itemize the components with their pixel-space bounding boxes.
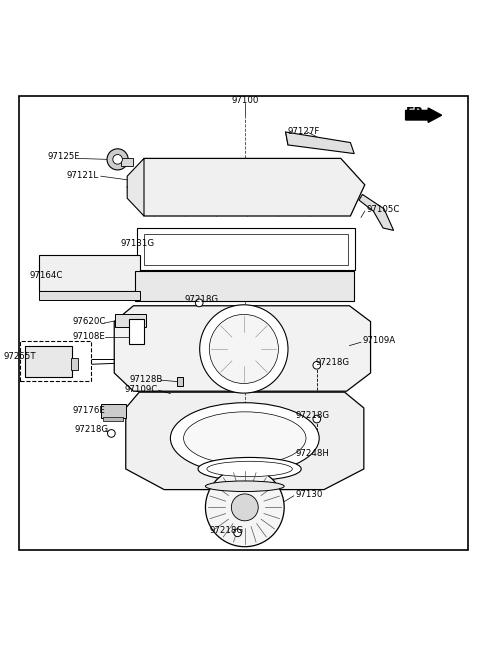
Circle shape <box>313 362 321 369</box>
Text: 97109C: 97109C <box>125 385 158 394</box>
Text: 97108E: 97108E <box>73 332 106 341</box>
Text: 97130: 97130 <box>296 490 323 499</box>
Text: 97109A: 97109A <box>362 336 396 345</box>
Bar <box>115 314 146 327</box>
Circle shape <box>209 314 278 384</box>
Text: 97176E: 97176E <box>73 406 106 415</box>
Bar <box>25 345 72 376</box>
Ellipse shape <box>207 461 292 477</box>
Text: 97127F: 97127F <box>287 126 319 135</box>
Text: 97131G: 97131G <box>121 239 155 248</box>
Text: 97218G: 97218G <box>209 526 243 535</box>
Bar <box>137 228 355 270</box>
Circle shape <box>107 149 128 170</box>
Circle shape <box>313 415 321 423</box>
Text: 97100: 97100 <box>231 97 259 105</box>
Polygon shape <box>114 306 371 391</box>
Text: 97121L: 97121L <box>66 170 98 179</box>
Polygon shape <box>286 132 354 154</box>
Bar <box>144 234 348 266</box>
Circle shape <box>205 468 284 547</box>
Text: 97218G: 97218G <box>74 425 108 434</box>
Bar <box>71 358 78 369</box>
Text: 97218G: 97218G <box>185 295 219 303</box>
Text: 97218G: 97218G <box>296 411 330 420</box>
Bar <box>39 292 140 300</box>
Polygon shape <box>127 158 144 216</box>
Text: 97125F: 97125F <box>47 152 79 161</box>
Polygon shape <box>127 158 365 216</box>
Bar <box>135 272 354 301</box>
Ellipse shape <box>205 481 284 492</box>
Bar <box>39 255 140 292</box>
Text: 97255T: 97255T <box>4 352 36 361</box>
Circle shape <box>231 494 258 521</box>
FancyArrow shape <box>406 108 442 122</box>
Circle shape <box>108 430 115 437</box>
Bar <box>177 376 183 386</box>
Ellipse shape <box>198 457 301 480</box>
Text: 97105C: 97105C <box>366 205 400 214</box>
Bar <box>101 404 126 417</box>
Polygon shape <box>359 194 394 231</box>
Bar <box>20 341 91 380</box>
Text: 97620C: 97620C <box>73 317 107 326</box>
Text: 97164C: 97164C <box>30 272 63 281</box>
Circle shape <box>234 529 241 537</box>
Ellipse shape <box>184 412 306 465</box>
Text: 97218G: 97218G <box>316 358 350 367</box>
Bar <box>121 158 133 166</box>
Polygon shape <box>126 392 364 490</box>
Circle shape <box>113 155 122 164</box>
Text: FR.: FR. <box>406 106 429 119</box>
Text: 97248H: 97248H <box>296 449 330 458</box>
Circle shape <box>200 305 288 393</box>
Ellipse shape <box>170 402 319 474</box>
Circle shape <box>195 299 203 307</box>
Bar <box>103 417 123 421</box>
Text: 97128B: 97128B <box>130 375 163 384</box>
Bar <box>129 319 144 344</box>
